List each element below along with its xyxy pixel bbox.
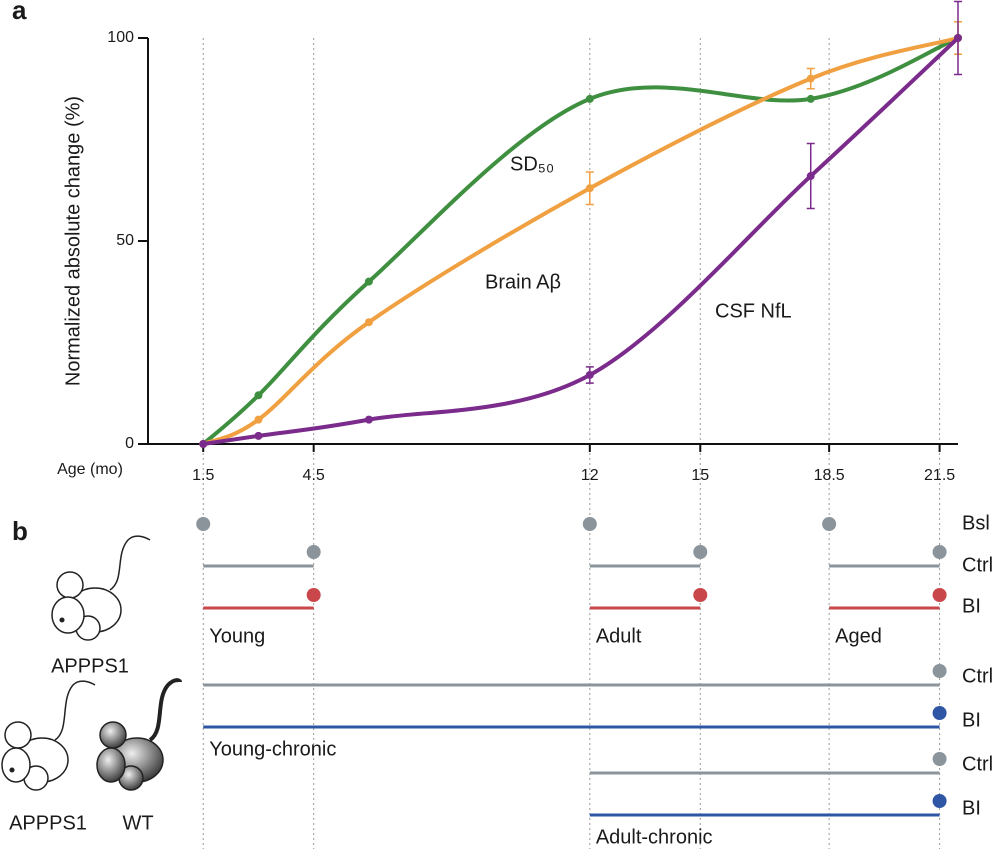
row-label: Ctrl <box>962 554 993 576</box>
panel-label: b <box>12 516 28 546</box>
point <box>364 415 373 424</box>
point <box>585 94 594 103</box>
x-tick-label: 15 <box>691 467 709 484</box>
timepoint-dot <box>932 706 947 720</box>
row-label: Ctrl <box>962 753 993 775</box>
row-label: BI <box>962 797 981 819</box>
timepoint-dot <box>932 794 947 808</box>
x-tick-label: 18.5 <box>814 467 845 484</box>
cohort-label: Adult-chronic <box>596 826 713 848</box>
point <box>585 184 594 193</box>
timepoint-dot <box>932 588 947 602</box>
line <box>201 36 959 446</box>
timepoint-dot <box>822 517 837 531</box>
point <box>364 318 373 327</box>
x-tick-label: 1.5 <box>192 467 214 484</box>
mouse-icon <box>1 680 96 791</box>
mouse-label: APPPS1 <box>51 655 129 677</box>
y-tick-label: 50 <box>116 232 134 249</box>
timepoint-dot <box>932 545 947 559</box>
row-label: BI <box>962 709 981 731</box>
y-tick-label: 100 <box>107 29 134 46</box>
series-label: CSF NfL <box>715 300 792 322</box>
point <box>254 415 263 424</box>
point <box>585 370 594 379</box>
x-tick-label: 12 <box>581 467 599 484</box>
point <box>806 74 815 83</box>
timepoint-dot <box>306 545 321 559</box>
timepoint-dot <box>693 545 708 559</box>
panel-label: a <box>12 0 27 25</box>
series-label: SD₅₀ <box>510 153 554 175</box>
x-tick-label: 21.5 <box>924 467 955 484</box>
line <box>202 36 960 446</box>
timepoint-dot <box>196 517 211 531</box>
cohort-label: Adult <box>596 625 642 647</box>
mouse-icon <box>96 678 182 791</box>
point <box>254 391 263 400</box>
point <box>254 431 263 440</box>
row-label: Bsl <box>962 512 990 534</box>
timepoint-dot <box>693 588 708 602</box>
mouse-label: WT <box>122 812 153 834</box>
point <box>806 172 815 181</box>
series-label: Brain Aβ <box>485 271 561 293</box>
timepoint-dot <box>932 752 947 766</box>
mouse-label: APPPS1 <box>9 812 87 834</box>
line <box>202 36 959 446</box>
timepoint-dot <box>932 664 947 678</box>
row-label: BI <box>962 595 981 617</box>
row-label: Ctrl <box>962 665 993 687</box>
point <box>364 277 373 286</box>
cohort-label: Aged <box>835 625 882 647</box>
cohort-label: Young <box>209 625 265 647</box>
mouse-icon <box>51 535 151 641</box>
cohort-label: Young-chronic <box>209 738 336 760</box>
x-tick-label: 4.5 <box>303 467 325 484</box>
timepoint-dot <box>582 517 597 531</box>
x-axis-label: Age (mo) <box>57 461 123 478</box>
point <box>806 94 815 103</box>
timepoint-dot <box>306 588 321 602</box>
point <box>954 34 962 42</box>
y-axis-label: Normalized absolute change (%) <box>62 96 84 386</box>
y-tick-label: 0 <box>125 435 134 452</box>
point <box>199 440 208 448</box>
